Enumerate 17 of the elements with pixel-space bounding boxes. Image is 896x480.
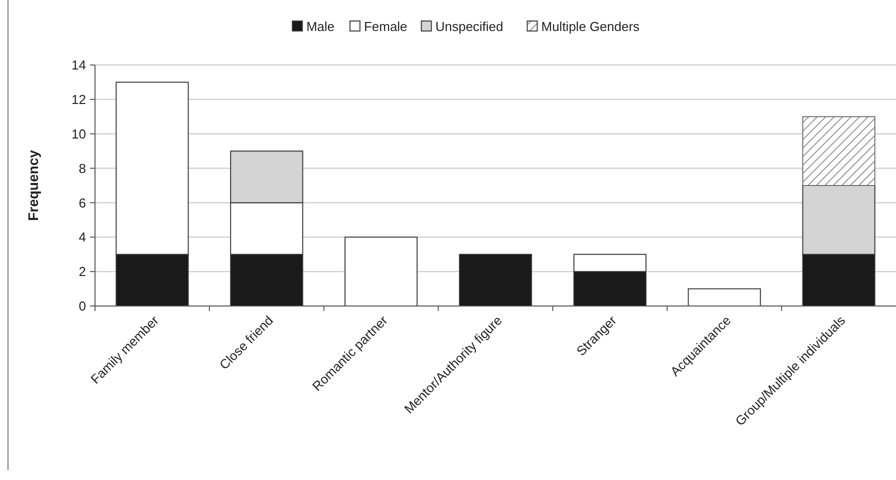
y-axis-title: Frequency — [25, 150, 41, 221]
y-tick-label: 4 — [78, 230, 86, 245]
y-tick-label: 6 — [78, 195, 86, 210]
bar — [458, 254, 532, 306]
legend-label: Male — [306, 18, 335, 34]
y-tick-label: 12 — [72, 92, 86, 107]
y-tick-label: 10 — [72, 126, 86, 142]
y-tick-label: 0 — [78, 298, 86, 314]
y-tick-label: 8 — [78, 160, 86, 176]
bar — [802, 116, 876, 186]
legend-label: Unspecified — [435, 18, 504, 34]
bar — [344, 236, 418, 306]
bar — [688, 288, 761, 306]
legend-label: Female — [364, 18, 408, 34]
y-tick-label: 2 — [78, 264, 86, 280]
legend-label: Multiple Genders — [541, 18, 640, 34]
y-tick-label: 14 — [72, 58, 86, 73]
